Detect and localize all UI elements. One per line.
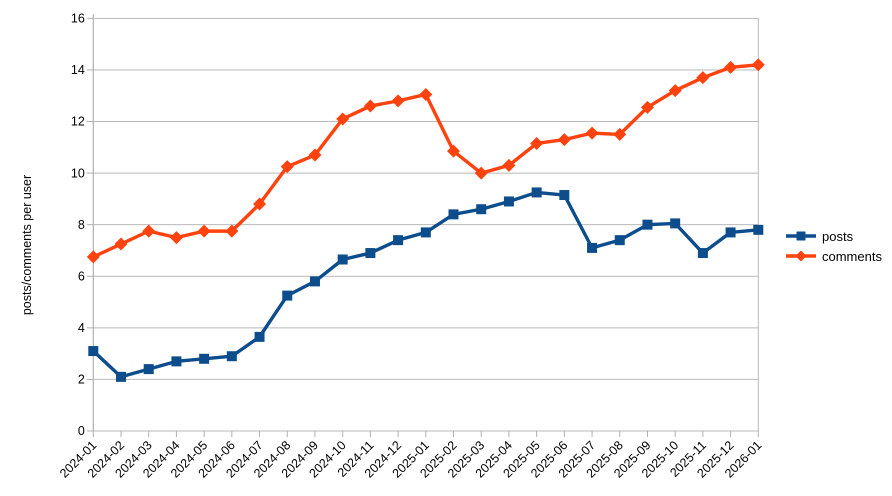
series-posts-marker [587,242,598,253]
series-comments-marker [668,84,682,98]
series-comments-marker [391,94,405,108]
series-comments-marker [419,87,433,101]
series-comments-marker [197,224,211,238]
series-comments-marker [613,127,627,141]
legend-label-posts: posts [822,228,854,244]
series-posts-marker [614,235,625,246]
series-comments-marker [336,112,350,126]
series-comments [86,58,765,264]
series-posts-marker [199,353,210,364]
series-posts-marker [642,219,653,230]
y-axis-label: 12 [71,115,85,129]
series-comments-marker [640,100,654,114]
legend-item-posts: posts [786,228,882,244]
series-comments-marker [502,158,516,172]
legend-item-comments: comments [786,248,882,264]
series-posts-marker [448,209,459,220]
series-comments-marker [142,224,156,238]
y-axis-label: 0 [78,424,85,438]
series-posts-marker [725,227,736,238]
series-comments-marker [169,231,183,245]
y-axis-label: 16 [71,12,85,26]
series-posts-marker [365,248,376,259]
y-axis-label: 2 [78,373,85,387]
series-comments-marker [585,126,599,140]
series-comments-marker [751,58,765,72]
series-comments-marker [363,99,377,113]
series-comments-marker [253,197,267,211]
series-posts-marker [282,290,293,301]
series-posts-marker [559,190,570,201]
series-comments-marker [280,160,294,174]
series-posts-marker [143,364,154,375]
series-posts [88,187,764,382]
series-posts-marker [116,371,127,382]
series-posts-marker [753,224,764,235]
y-axis-label: 4 [78,321,85,335]
series-posts-marker [254,331,265,342]
series-posts-marker [670,218,681,229]
legend-label-comments: comments [822,248,882,264]
series-posts-marker [697,248,708,259]
series-posts-marker [420,227,431,238]
series-posts-marker [337,254,348,265]
series-comments-marker [447,144,461,158]
series-posts-marker [171,356,182,367]
y-axis-title: posts/comments per user [20,174,34,316]
y-axis-label: 10 [71,166,85,180]
series-comments-marker [696,71,710,85]
series-comments-marker [530,136,544,150]
series-comments-marker [225,224,239,238]
series-posts-marker [393,235,404,246]
series-posts-marker [88,346,99,357]
series-posts-line [92,190,759,379]
series-posts-marker [531,187,542,198]
y-axis-label: 8 [78,218,85,232]
legend-marker-diamond-icon [786,250,816,262]
series-posts-marker [503,196,514,207]
legend-marker-square-icon [786,231,816,241]
series-comments-marker [724,60,738,74]
series-comments-marker [474,166,488,180]
legend: posts comments [786,228,882,264]
series-comments-marker [114,237,128,251]
series-posts-marker [309,276,320,287]
series-comments-marker [557,133,571,147]
series-posts-marker [226,351,237,362]
series-comments-marker [86,250,100,264]
series-comments-marker [308,148,322,162]
y-axis-label: 14 [71,63,85,77]
y-axis-label: 6 [78,269,85,283]
series-posts-marker [476,204,487,215]
